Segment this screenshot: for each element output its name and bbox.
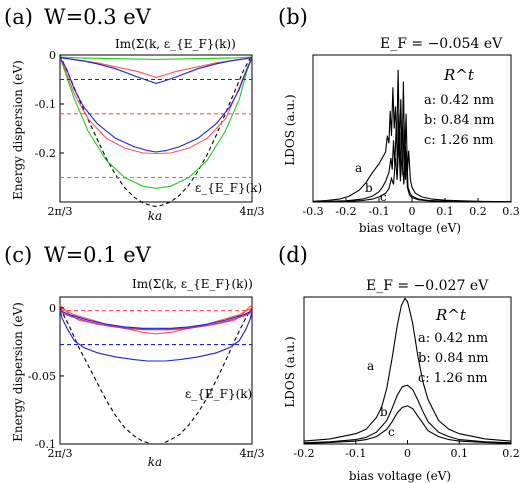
panel-b-label: (b) — [278, 5, 308, 29]
panel-c-xtick-label-left: 2π/3 — [48, 447, 73, 460]
panel-d-curve-label-b: b — [380, 405, 388, 419]
panel-b-series-1 — [312, 113, 512, 203]
panel-a-title: W=0.3 eV — [44, 5, 152, 29]
panel-c-imsigma-annotation: Im(Σ(k, ε_{E_F}(k)) — [132, 277, 253, 291]
panel-b-xtick-label: 0.3 — [502, 205, 520, 218]
panel-a-series-7 — [59, 57, 253, 153]
panel-a-xlabel: ka — [148, 209, 162, 223]
panel-c-series-6 — [59, 310, 253, 329]
panel-a-series-8 — [59, 56, 253, 84]
panel-a-ytick-label: -0.2 — [35, 147, 56, 160]
panel-b-series-0 — [312, 69, 512, 203]
panel-c-ylabel: Energy dispersion (eV) — [11, 302, 25, 442]
panel-a: (a) W=0.3 eV Energy dispersion (eV) ka I… — [4, 5, 264, 223]
panel-c-eps-annotation: ε_{E_F}(k) — [185, 387, 252, 401]
panel-b-xtick-label: 0.2 — [469, 205, 487, 218]
panel-a-series-0 — [59, 54, 253, 207]
panel-b-frame — [312, 54, 512, 203]
panel-c: (c) W=0.1 eV Energy dispersion (eV) ka I… — [4, 243, 264, 469]
panel-a-ytick-label: 0 — [49, 49, 56, 62]
panel-b-xtick-label: -0.1 — [368, 205, 389, 218]
panel-b-xtick-label: 0.1 — [436, 205, 454, 218]
panel-c-xlabel: ka — [148, 455, 162, 469]
panel-d-xlabel: bias voltage (eV) — [349, 469, 451, 483]
panel-d-legend-a: a: 0.42 nm — [418, 331, 488, 346]
panel-c-series-2 — [59, 307, 253, 335]
panel-a-imsigma-annotation: Im(Σ(k, ε_{E_F}(k)) — [115, 37, 236, 51]
panel-c-series-5 — [59, 310, 253, 362]
panel-a-series-5 — [59, 57, 253, 79]
panel-c-series-1 — [59, 304, 253, 331]
panel-a-ytick-label: -0.1 — [35, 98, 56, 111]
panel-c-ytick-label: -0.1 — [35, 438, 56, 451]
panel-b-xtick-label: -0.3 — [302, 205, 323, 218]
panel-a-frame — [59, 54, 253, 203]
panel-d-ylabel: LDOS (a.u.) — [283, 336, 297, 407]
panel-d-curve-label-c: c — [388, 425, 395, 439]
panel-d-label: (d) — [278, 243, 308, 267]
panel-b-curve-label-b: b — [365, 181, 373, 195]
panel-d: (d) E_F = −0.027 eV LDOS (a.u.) bias vol… — [278, 243, 520, 483]
panel-b-curve-label-a: a — [355, 161, 362, 175]
panel-d-series-1 — [303, 384, 512, 444]
panel-d-xtick-label: 0.1 — [451, 447, 469, 460]
panel-b-ylabel: LDOS (a.u.) — [283, 94, 297, 165]
panel-c-series-4 — [59, 311, 253, 331]
panel-d-series-2 — [303, 405, 512, 444]
panel-b-curve-label-c: c — [380, 190, 387, 204]
panel-b-xlabel: bias voltage (eV) — [359, 221, 461, 235]
panel-b-legend-b: b: 0.84 nm — [424, 113, 495, 128]
panel-d-xtick-label: 0.2 — [502, 447, 520, 460]
panel-d-xtick-label: -0.2 — [293, 447, 314, 460]
panel-b-xtick-label: -0.2 — [335, 205, 356, 218]
panel-c-label: (c) — [4, 243, 32, 267]
panel-d-legend-b: b: 0.84 nm — [418, 351, 489, 366]
panel-b-legend-c: c: 1.26 nm — [424, 133, 494, 148]
panel-c-ytick-label: -0.05 — [28, 370, 56, 383]
panel-d-legend-title: R^t — [435, 306, 467, 324]
panel-c-ytick-label: 0 — [49, 302, 56, 315]
panel-a-series-2 — [59, 56, 253, 60]
panel-b-legend-a: a: 0.42 nm — [424, 93, 494, 108]
panel-c-title: W=0.1 eV — [44, 243, 152, 267]
panel-b-legend-title: R^t — [443, 66, 475, 84]
panel-b: (b) E_F = −0.054 eV LDOS (a.u.) bias vol… — [278, 5, 520, 235]
panel-a-series-4 — [59, 57, 253, 155]
panel-d-ef-label: E_F = −0.027 eV — [366, 278, 489, 294]
panel-c-frame — [59, 296, 253, 445]
panel-a-xtick-label-right: 4π/3 — [240, 205, 265, 218]
panel-a-eps-annotation: ε_{E_F}(k) — [195, 181, 262, 195]
panel-b-xtick-label: 0 — [409, 205, 416, 218]
panel-c-xtick-label-right: 4π/3 — [240, 447, 265, 460]
panel-d-series-0 — [303, 297, 512, 442]
panel-b-ef-label: E_F = −0.054 eV — [380, 36, 503, 52]
panel-b-series-2 — [312, 140, 512, 203]
panel-d-xtick-label: 0 — [404, 447, 411, 460]
panel-a-ylabel: Energy dispersion (eV) — [11, 60, 25, 200]
panel-c-series-0 — [59, 307, 253, 445]
panel-d-xtick-label: -0.1 — [345, 447, 366, 460]
panel-a-label: (a) — [4, 5, 33, 29]
panel-a-xtick-label-left: 2π/3 — [48, 205, 73, 218]
panel-d-curve-label-a: a — [367, 359, 374, 373]
panel-a-series-1 — [59, 57, 253, 189]
panel-d-legend-c: c: 1.26 nm — [418, 371, 488, 386]
